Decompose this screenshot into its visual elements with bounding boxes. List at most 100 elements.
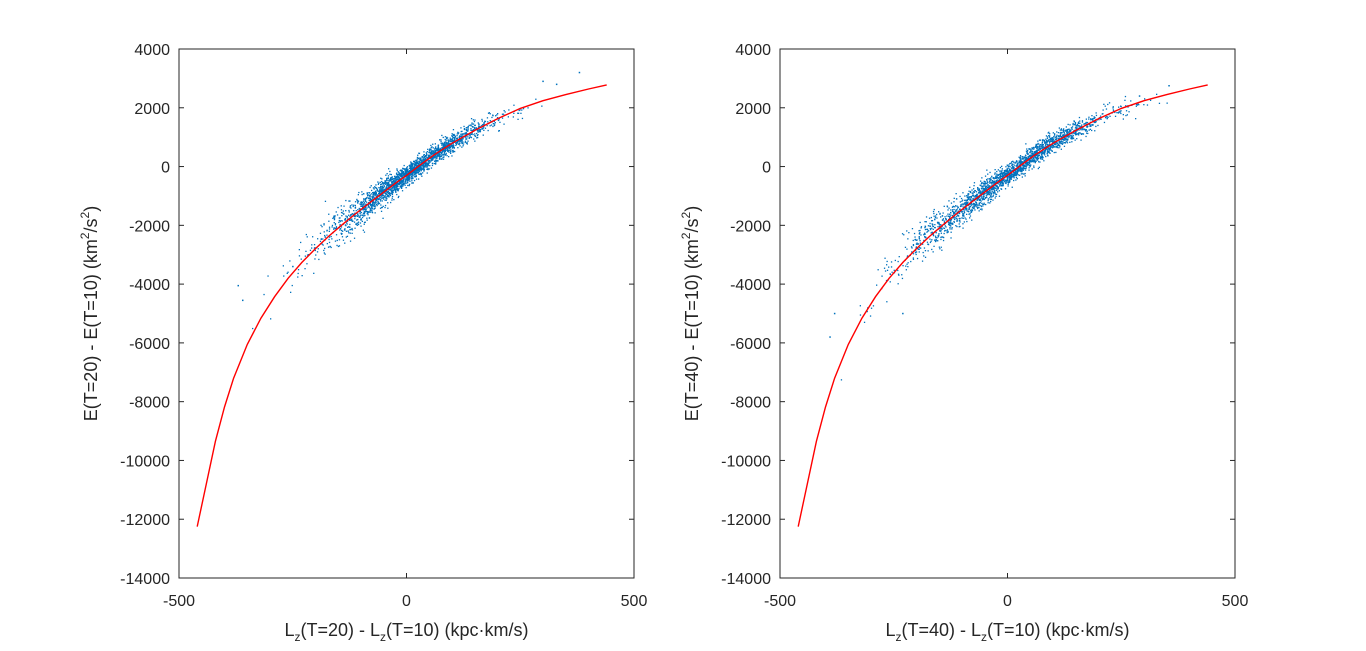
scatter-point	[916, 242, 918, 244]
scatter-point	[1119, 110, 1121, 112]
scatter-point	[459, 142, 461, 145]
scatter-point	[405, 172, 407, 174]
scatter-point	[1081, 120, 1084, 122]
scatter-point	[355, 210, 357, 212]
scatter-point	[1074, 121, 1077, 124]
scatter-point	[969, 205, 972, 208]
scatter-point	[997, 183, 999, 185]
scatter-point	[1081, 124, 1083, 126]
scatter-point	[1018, 161, 1020, 163]
scatter-point	[994, 187, 996, 189]
scatter-point	[401, 176, 403, 178]
scatter-point	[378, 202, 380, 204]
scatter-point	[995, 193, 998, 195]
scatter-point	[988, 193, 991, 195]
scatter-point	[456, 133, 458, 135]
scatter-point	[1020, 166, 1022, 168]
scatter-point	[437, 145, 439, 148]
scatter-point	[363, 221, 366, 224]
scatter-point	[368, 199, 370, 202]
scatter-point	[380, 210, 383, 212]
scatter-point	[928, 230, 930, 232]
scatter-point	[346, 216, 348, 218]
scatter-point	[941, 249, 943, 251]
scatter-point	[439, 139, 441, 141]
scatter-point	[1026, 163, 1028, 166]
scatter-point	[1065, 141, 1067, 143]
scatter-point	[437, 144, 440, 146]
scatter-point	[386, 177, 388, 179]
scatter-point	[993, 189, 996, 191]
scatter-point	[412, 171, 414, 174]
scatter-point	[1035, 143, 1037, 146]
scatter-point	[300, 258, 302, 260]
scatter-point	[446, 149, 449, 151]
scatter-point	[336, 239, 338, 242]
scatter-point	[376, 188, 378, 191]
scatter-point	[1003, 171, 1006, 174]
scatter-point	[461, 139, 463, 142]
scatter-point	[1062, 142, 1064, 144]
scatter-point	[436, 158, 438, 160]
scatter-point	[910, 246, 913, 248]
scatter-point	[985, 185, 988, 187]
scatter-point	[950, 237, 952, 239]
scatter-point	[382, 198, 385, 200]
scatter-point	[447, 140, 450, 143]
scatter-point	[1004, 169, 1007, 171]
scatter-point	[967, 201, 969, 203]
scatter-point	[1009, 165, 1011, 168]
scatter-point	[1061, 136, 1063, 138]
scatter-point	[360, 201, 363, 203]
scatter-point	[478, 130, 481, 133]
scatter-point	[345, 215, 347, 217]
scatter-point	[969, 206, 971, 208]
scatter-point	[901, 233, 904, 235]
scatter-point	[984, 197, 987, 199]
scatter-point	[1011, 175, 1013, 178]
scatter-point	[1011, 174, 1013, 176]
scatter-point	[1067, 128, 1069, 130]
scatter-point	[434, 160, 436, 162]
scatter-point	[1046, 137, 1049, 140]
scatter-point	[886, 269, 889, 271]
scatter-point	[1020, 173, 1022, 175]
scatter-point	[939, 213, 941, 215]
scatter-point	[1041, 152, 1043, 155]
scatter-point	[959, 219, 961, 221]
scatter-point	[1070, 127, 1073, 129]
scatter-point	[378, 182, 380, 184]
scatter-point	[394, 188, 396, 190]
scatter-point	[953, 201, 955, 203]
scatter-point	[434, 150, 436, 152]
scatter-point	[374, 212, 376, 214]
scatter-point	[359, 216, 361, 218]
scatter-point	[1026, 151, 1028, 153]
scatter-point	[1078, 134, 1080, 136]
scatter-point	[484, 127, 487, 129]
scatter-point	[953, 221, 955, 223]
scatter-point	[931, 220, 934, 222]
scatter-point	[1106, 118, 1108, 120]
scatter-point	[428, 162, 430, 164]
scatter-point	[890, 266, 893, 268]
scatter-point	[382, 195, 384, 197]
scatter-point	[979, 208, 982, 210]
scatter-point	[1013, 166, 1015, 168]
scatter-point	[440, 154, 442, 156]
scatter-point	[965, 200, 967, 202]
scatter-point	[369, 196, 371, 198]
scatter-point	[1022, 165, 1025, 167]
scatter-point	[379, 198, 381, 200]
scatter-point	[443, 152, 446, 154]
scatter-point	[417, 170, 419, 172]
scatter-point	[1074, 139, 1076, 141]
scatter-point	[993, 182, 995, 184]
scatter-point	[934, 224, 936, 226]
scatter-point	[938, 211, 940, 213]
y-tick-label: 0	[762, 160, 771, 177]
scatter-point	[328, 241, 331, 244]
scatter-point	[1036, 159, 1038, 161]
scatter-point	[444, 136, 446, 138]
scatter-point	[1089, 128, 1091, 130]
